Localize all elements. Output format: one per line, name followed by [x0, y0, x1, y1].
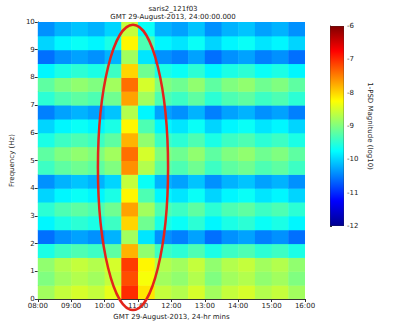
svg-text:-11: -11: [347, 189, 358, 197]
svg-text:15:00: 15:00: [262, 302, 282, 310]
svg-text:1-PSD Magnitude (log10): 1-PSD Magnitude (log10): [366, 82, 374, 170]
svg-text:10: 10: [26, 18, 35, 26]
svg-text:4: 4: [30, 184, 35, 192]
svg-text:14:00: 14:00: [228, 302, 248, 310]
svg-text:Frequency (Hz): Frequency (Hz): [8, 134, 16, 187]
svg-text:10:00: 10:00: [95, 302, 115, 310]
svg-text:09:00: 09:00: [61, 302, 81, 310]
svg-text:12:00: 12:00: [161, 302, 181, 310]
svg-text:1: 1: [30, 267, 34, 275]
svg-text:-7: -7: [347, 55, 354, 63]
svg-text:GMT 29-August-2013, 24-hr mins: GMT 29-August-2013, 24-hr mins: [113, 313, 230, 321]
svg-text:2: 2: [30, 240, 34, 248]
svg-text:7: 7: [30, 101, 34, 109]
svg-text:9: 9: [30, 46, 34, 54]
svg-text:08:00: 08:00: [28, 302, 48, 310]
svg-text:16:00: 16:00: [295, 302, 315, 310]
svg-text:GMT 29-August-2013, 24:00:00.0: GMT 29-August-2013, 24:00:00.000: [110, 13, 236, 21]
svg-text:6: 6: [30, 129, 35, 137]
svg-text:-12: -12: [347, 222, 358, 230]
svg-text:13:00: 13:00: [195, 302, 215, 310]
svg-text:8: 8: [30, 73, 34, 81]
svg-text:-9: -9: [347, 122, 354, 130]
svg-text:saris2_121f03: saris2_121f03: [148, 5, 197, 13]
svg-text:5: 5: [30, 157, 34, 165]
svg-text:0: 0: [30, 295, 35, 303]
svg-text:-8: -8: [347, 89, 354, 97]
svg-text:-10: -10: [347, 155, 358, 163]
svg-text:-6: -6: [347, 22, 355, 30]
svg-text:11:00: 11:00: [127, 301, 149, 310]
svg-text:3: 3: [30, 212, 34, 220]
